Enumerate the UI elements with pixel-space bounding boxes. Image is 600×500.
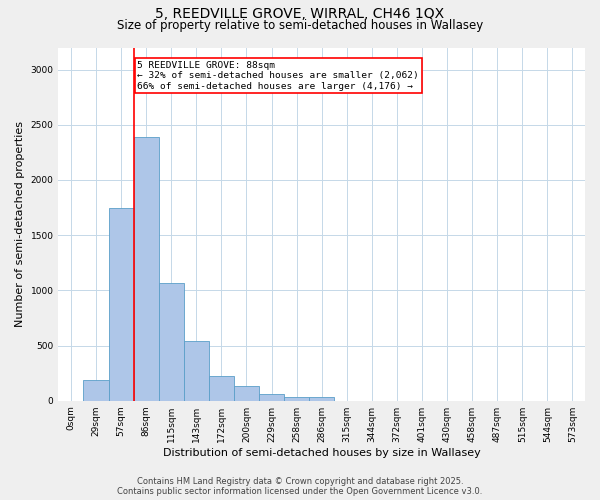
Text: Contains HM Land Registry data © Crown copyright and database right 2025.
Contai: Contains HM Land Registry data © Crown c…	[118, 476, 482, 496]
Bar	[284, 398, 309, 400]
Bar	[109, 208, 134, 400]
Bar	[184, 341, 209, 400]
Bar	[134, 137, 159, 400]
Text: 5, REEDVILLE GROVE, WIRRAL, CH46 1QX: 5, REEDVILLE GROVE, WIRRAL, CH46 1QX	[155, 8, 445, 22]
Bar	[259, 394, 284, 400]
Bar	[159, 282, 184, 401]
Bar	[209, 376, 234, 400]
Bar	[83, 380, 109, 400]
Y-axis label: Number of semi-detached properties: Number of semi-detached properties	[15, 121, 25, 327]
Text: 5 REEDVILLE GROVE: 88sqm
← 32% of semi-detached houses are smaller (2,062)
66% o: 5 REEDVILLE GROVE: 88sqm ← 32% of semi-d…	[137, 60, 419, 90]
Bar	[309, 398, 334, 400]
Bar	[234, 386, 259, 400]
X-axis label: Distribution of semi-detached houses by size in Wallasey: Distribution of semi-detached houses by …	[163, 448, 481, 458]
Text: Size of property relative to semi-detached houses in Wallasey: Size of property relative to semi-detach…	[117, 18, 483, 32]
